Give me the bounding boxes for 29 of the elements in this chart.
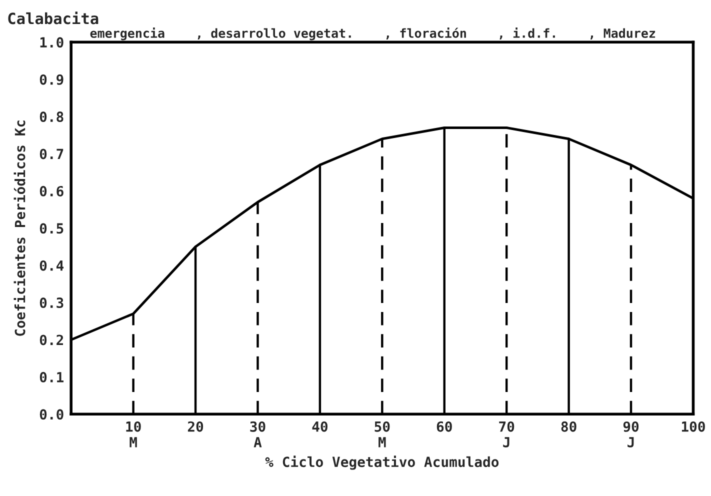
chart-title: Calabacita	[8, 12, 98, 24]
text: , desarrollo vegetat.	[198, 28, 351, 40]
x-axis-title: % Ciclo Vegetativo Acumulado	[265, 456, 499, 470]
x-tick-label: 100	[682, 421, 705, 432]
x-tick-label: 30 A	[250, 421, 266, 448]
y-tick-label: 0.9	[40, 74, 64, 85]
y-tick-label: 0.2	[40, 334, 64, 346]
text: emergencia	[90, 28, 164, 40]
y-tick-label: 1.0	[40, 37, 64, 48]
x-tick-label: 90 J	[623, 421, 639, 448]
x-tick-label: 70 J	[499, 421, 514, 448]
x-tick-label: 20	[188, 421, 204, 432]
x-tick-label: 10 M	[126, 421, 141, 448]
x-tick-label: 80	[561, 421, 576, 432]
y-tick-label: 0.3	[40, 298, 64, 308]
x-tick-label: 40	[312, 421, 328, 432]
text: , Madurez	[590, 28, 656, 40]
y-axis-title: Coeficientes Periódicos Kc	[14, 120, 26, 336]
y-tick-label: 0.6	[40, 186, 64, 196]
x-tick-label: 50 M	[374, 421, 390, 448]
text: , floración	[386, 28, 466, 40]
y-tick-label: 0.0	[40, 409, 64, 420]
y-tick-label: 0.1	[40, 372, 64, 382]
y-tick-label: 0.7	[40, 148, 64, 160]
y-tick-label: 0.4	[40, 260, 64, 271]
x-tick-label: 60	[436, 421, 452, 432]
y-tick-label: 0.5	[40, 223, 64, 234]
y-tick-label: 0.8	[40, 112, 64, 122]
text: , i.d.f.	[500, 28, 555, 40]
